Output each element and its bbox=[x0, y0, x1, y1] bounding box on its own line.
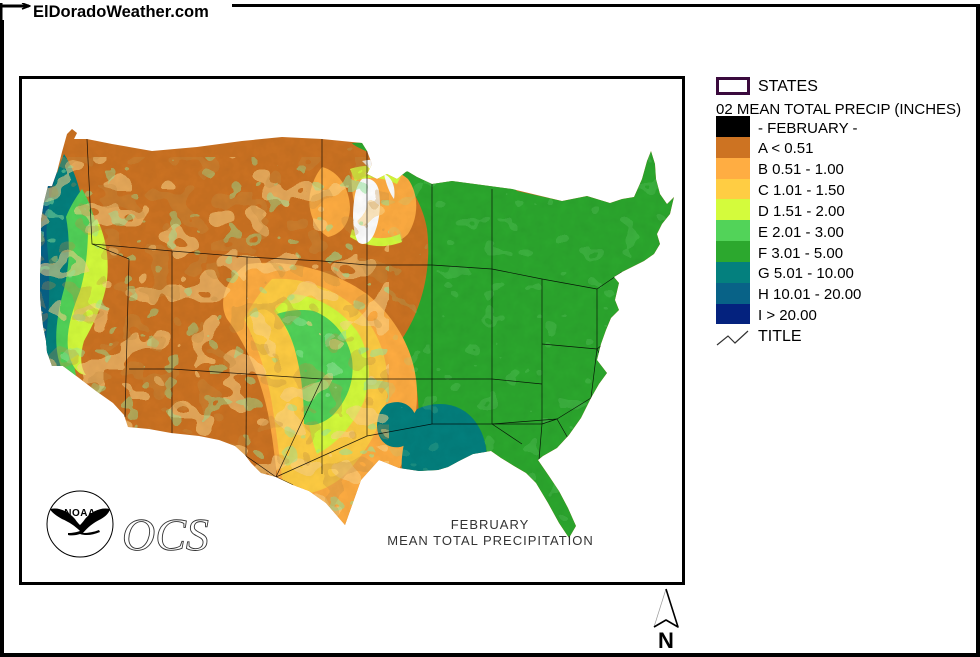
svg-text:N: N bbox=[658, 628, 674, 653]
svg-text:OCS: OCS bbox=[122, 509, 209, 560]
